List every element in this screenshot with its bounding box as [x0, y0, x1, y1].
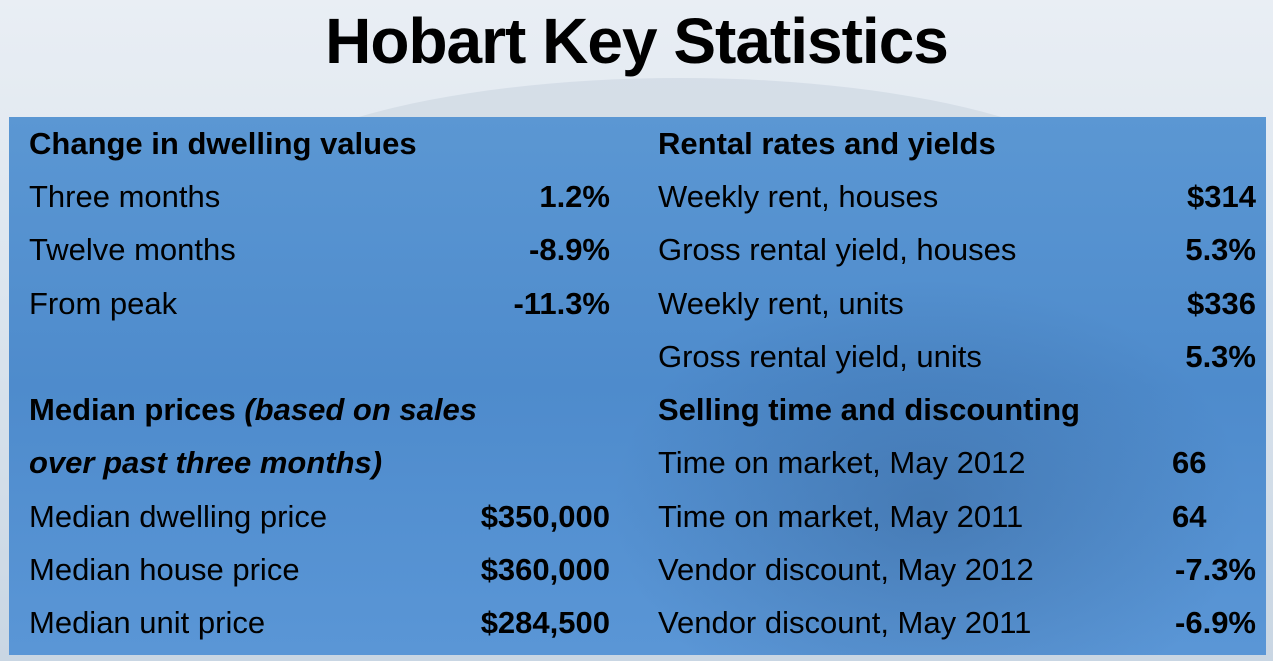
stat-label: From peak — [29, 285, 178, 321]
stat-row: From peak -11.3% — [9, 277, 619, 330]
stat-row: Weekly rent, units $336 — [649, 277, 1266, 330]
stat-label: Median house price — [29, 552, 300, 588]
stat-value: $336 — [1187, 285, 1256, 321]
stat-row: Vendor discount, May 2012 -7.3% — [649, 543, 1266, 596]
stat-label: Twelve months — [29, 232, 236, 268]
stat-value: $314 — [1187, 178, 1256, 214]
stat-label: Vendor discount, May 2011 — [658, 605, 1032, 641]
stat-label: Three months — [29, 178, 221, 214]
section-heading-median: Median prices (based on sales — [9, 383, 619, 436]
stat-label: Gross rental yield, units — [658, 338, 982, 374]
stat-row: Time on market, May 2011 64 — [649, 490, 1266, 543]
stat-value: $360,000 — [480, 552, 610, 588]
stat-row: Weekly rent, houses $314 — [649, 170, 1266, 223]
stat-label: Median unit price — [29, 605, 266, 641]
heading-text: Rental rates and yields — [658, 125, 996, 161]
stat-row: Three months 1.2% — [9, 170, 619, 223]
stat-value: 5.3% — [1185, 232, 1256, 268]
stat-row: Gross rental yield, houses 5.3% — [649, 224, 1266, 277]
stat-row: Gross rental yield, units 5.3% — [649, 330, 1266, 383]
stat-label: Time on market, May 2011 — [658, 498, 1024, 534]
stat-value: -6.9% — [1175, 605, 1256, 641]
stat-label: Weekly rent, houses — [658, 178, 939, 214]
heading-italic: (based on sales — [244, 392, 477, 428]
stat-row: Time on market, May 2012 66 — [649, 437, 1266, 490]
heading-text: Selling time and discounting — [658, 392, 1080, 428]
stat-label: Median dwelling price — [29, 498, 328, 534]
stat-row: Median house price $360,000 — [9, 543, 619, 596]
page-title: Hobart Key Statistics — [325, 5, 949, 77]
heading-text: Change in dwelling values — [29, 125, 417, 161]
stat-row: Median dwelling price $350,000 — [9, 490, 619, 543]
heading-italic: over past three months) — [29, 445, 383, 481]
stat-row: Twelve months -8.9% — [9, 224, 619, 277]
stat-label: Time on market, May 2012 — [658, 445, 1026, 481]
stat-label: Vendor discount, May 2012 — [658, 552, 1034, 588]
heading-text: Median prices (based on sales — [29, 392, 477, 428]
left-column: Change in dwelling values Three months 1… — [9, 117, 619, 650]
stat-value: 1.2% — [539, 178, 610, 214]
stat-row: Median unit price $284,500 — [9, 597, 619, 650]
stat-value: -11.3% — [513, 285, 610, 321]
heading-main: Median prices — [29, 392, 245, 428]
stat-value: 66 — [1172, 445, 1207, 481]
section-heading-rental: Rental rates and yields — [649, 117, 1266, 170]
section-heading-change: Change in dwelling values — [9, 117, 619, 170]
stat-label: Weekly rent, units — [658, 285, 904, 321]
stat-row: Vendor discount, May 2011 -6.9% — [649, 597, 1266, 650]
stat-value: -7.3% — [1175, 552, 1256, 588]
spacer-row — [9, 330, 619, 383]
statistics-panel: Change in dwelling values Three months 1… — [9, 117, 1266, 655]
stat-value: $350,000 — [480, 498, 610, 534]
stat-value: 5.3% — [1185, 338, 1256, 374]
section-heading-median-cont: over past three months) — [9, 437, 619, 490]
stat-value: 64 — [1172, 498, 1207, 534]
stat-value: -8.9% — [529, 232, 610, 268]
stat-value: $284,500 — [480, 605, 610, 641]
right-column: Rental rates and yields Weekly rent, hou… — [649, 117, 1266, 650]
stat-label: Gross rental yield, houses — [658, 232, 1017, 268]
section-heading-selling: Selling time and discounting — [649, 383, 1266, 436]
